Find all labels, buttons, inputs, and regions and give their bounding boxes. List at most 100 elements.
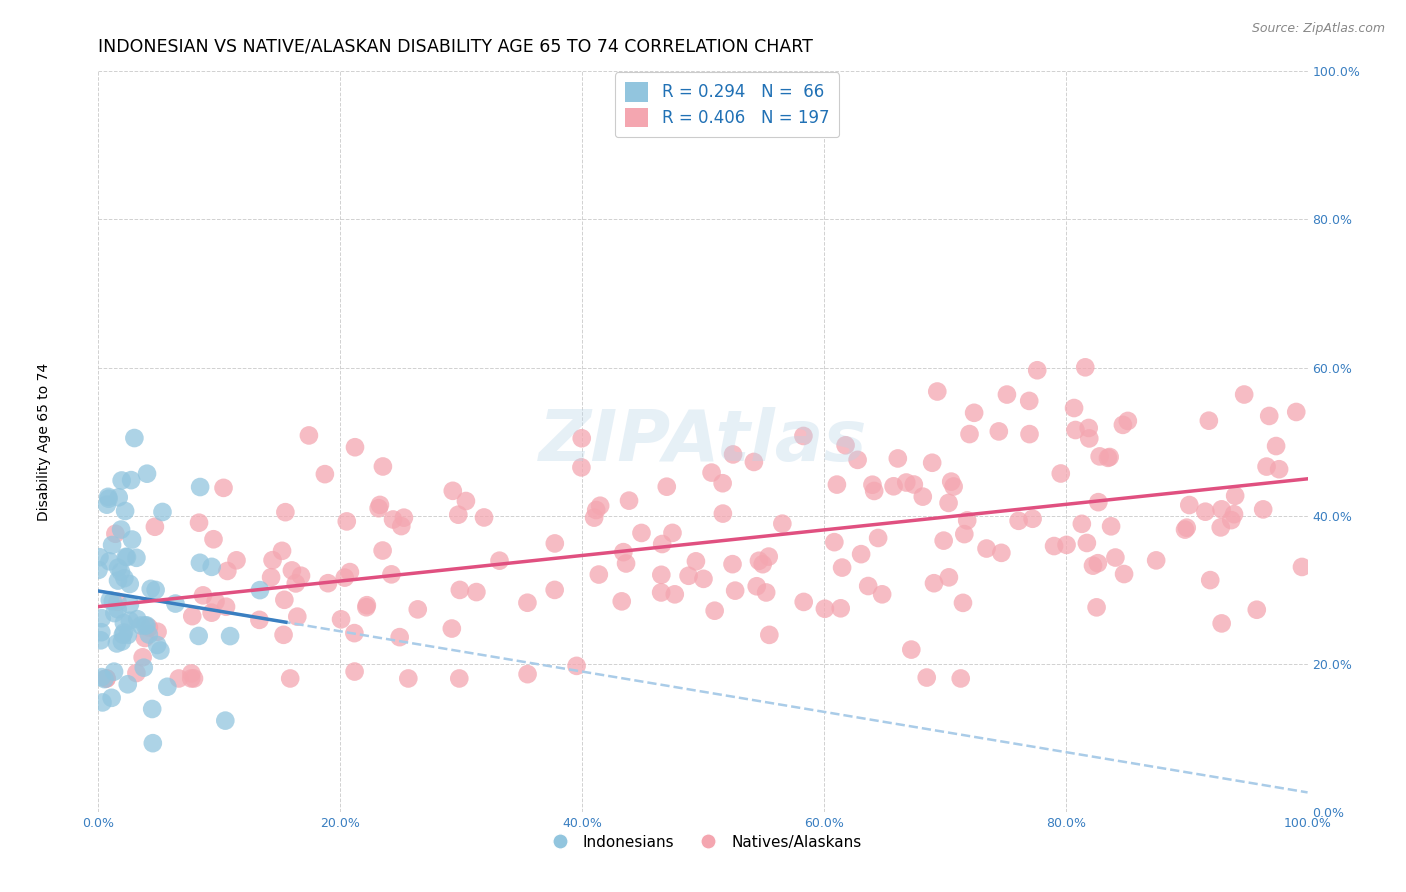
- Point: [1220, 513, 1243, 527]
- Point: [1081, 558, 1104, 573]
- Point: [138, 620, 160, 634]
- Point: [114, 504, 136, 518]
- Point: [1018, 393, 1040, 408]
- Point: [396, 672, 419, 686]
- Point: [856, 579, 879, 593]
- Point: [922, 576, 945, 591]
- Point: [1098, 450, 1121, 464]
- Point: [201, 559, 224, 574]
- Point: [721, 557, 744, 571]
- Point: [127, 612, 149, 626]
- Point: [488, 554, 510, 568]
- Point: [367, 501, 389, 516]
- Point: [110, 523, 132, 537]
- Point: [1211, 616, 1233, 631]
- Point: [274, 505, 297, 519]
- Point: [118, 577, 141, 591]
- Point: [121, 533, 143, 547]
- Point: [1265, 439, 1288, 453]
- Point: [112, 571, 135, 585]
- Point: [273, 592, 295, 607]
- Point: [1258, 409, 1281, 423]
- Point: [406, 602, 429, 616]
- Point: [915, 671, 938, 685]
- Point: [97, 491, 120, 506]
- Point: [115, 550, 138, 565]
- Point: [1211, 502, 1233, 516]
- Point: [685, 554, 707, 568]
- Point: [273, 628, 295, 642]
- Point: [956, 513, 979, 527]
- Point: [1256, 459, 1278, 474]
- Point: [868, 531, 890, 545]
- Point: [755, 585, 778, 599]
- Point: [214, 714, 236, 728]
- Point: [921, 456, 943, 470]
- Point: [650, 585, 672, 599]
- Point: [135, 618, 157, 632]
- Point: [262, 553, 284, 567]
- Point: [142, 736, 165, 750]
- Point: [90, 633, 112, 648]
- Point: [249, 583, 271, 598]
- Point: [134, 618, 156, 632]
- Point: [814, 601, 837, 615]
- Point: [225, 553, 247, 567]
- Point: [285, 609, 308, 624]
- Point: [107, 560, 129, 574]
- Point: [97, 490, 120, 504]
- Point: [1064, 423, 1087, 437]
- Point: [146, 638, 169, 652]
- Point: [125, 666, 148, 681]
- Point: [1018, 427, 1040, 442]
- Point: [107, 491, 129, 505]
- Point: [990, 546, 1012, 560]
- Point: [368, 498, 391, 512]
- Point: [118, 614, 141, 628]
- Point: [1199, 573, 1222, 587]
- Point: [187, 629, 209, 643]
- Point: [465, 585, 488, 599]
- Point: [938, 570, 960, 584]
- Point: [610, 594, 633, 608]
- Point: [571, 460, 593, 475]
- Point: [1116, 414, 1139, 428]
- Text: INDONESIAN VS NATIVE/ALASKAN DISABILITY AGE 65 TO 74 CORRELATION CHART: INDONESIAN VS NATIVE/ALASKAN DISABILITY …: [98, 38, 813, 56]
- Point: [870, 587, 893, 601]
- Point: [896, 475, 918, 490]
- Point: [87, 563, 110, 577]
- Point: [614, 557, 637, 571]
- Point: [770, 516, 793, 531]
- Point: [380, 567, 402, 582]
- Point: [825, 477, 848, 491]
- Point: [117, 628, 139, 642]
- Point: [90, 625, 112, 640]
- Point: [1178, 498, 1201, 512]
- Point: [952, 596, 974, 610]
- Point: [212, 481, 235, 495]
- Point: [849, 547, 872, 561]
- Point: [1285, 405, 1308, 419]
- Point: [516, 667, 538, 681]
- Point: [565, 658, 588, 673]
- Point: [792, 429, 814, 443]
- Point: [927, 384, 949, 399]
- Point: [751, 558, 773, 572]
- Point: [863, 483, 886, 498]
- Point: [472, 510, 495, 524]
- Point: [100, 690, 122, 705]
- Point: [942, 479, 965, 493]
- Point: [454, 494, 477, 508]
- Point: [887, 451, 910, 466]
- Point: [976, 541, 998, 556]
- Text: ZIPAtlas: ZIPAtlas: [538, 407, 868, 476]
- Point: [134, 631, 156, 645]
- Point: [1063, 401, 1085, 415]
- Point: [129, 618, 152, 632]
- Point: [651, 537, 673, 551]
- Point: [183, 672, 205, 686]
- Point: [90, 611, 112, 625]
- Point: [1223, 507, 1246, 521]
- Point: [700, 466, 723, 480]
- Point: [107, 602, 129, 616]
